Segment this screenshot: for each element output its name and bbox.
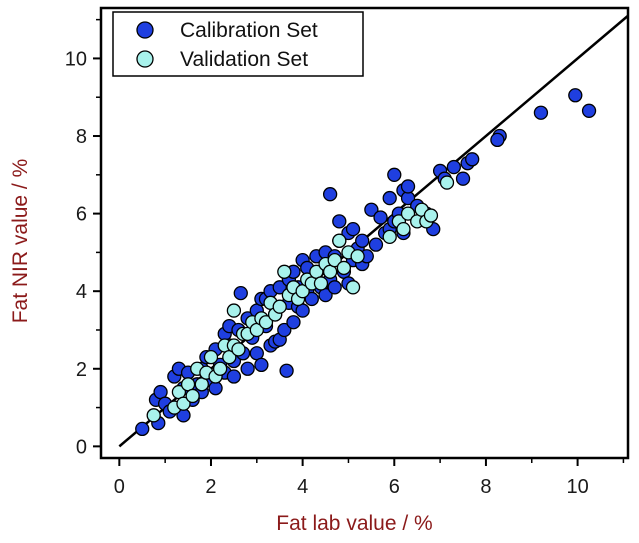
data-point bbox=[455, 171, 471, 186]
data-point bbox=[345, 280, 361, 295]
axes: 0 2 4 6 8 10 0 2 4 6 8 10 Fat lab value / % Fat NIR v… bbox=[9, 18, 625, 535]
data-point bbox=[581, 103, 597, 118]
data-point bbox=[350, 249, 365, 264]
data-point bbox=[277, 264, 292, 279]
data-point bbox=[233, 285, 248, 301]
legend-label: Calibration Set bbox=[180, 19, 318, 42]
data-point bbox=[277, 322, 292, 338]
plot-frame bbox=[99, 6, 630, 460]
y-axis-title: Fat NIR value / % bbox=[9, 159, 32, 324]
x-tick-label: 10 bbox=[566, 476, 588, 498]
x-tick-label: 8 bbox=[480, 476, 491, 498]
data-point bbox=[332, 214, 347, 229]
data-point bbox=[272, 299, 287, 314]
legend-marker bbox=[136, 50, 154, 68]
x-tick-label: 4 bbox=[297, 476, 308, 498]
data-point bbox=[423, 208, 439, 223]
data-point bbox=[446, 159, 462, 175]
series-validation bbox=[146, 175, 455, 423]
data-point bbox=[304, 291, 319, 307]
data-point bbox=[226, 369, 242, 384]
y-tick-label: 2 bbox=[76, 359, 87, 381]
data-point bbox=[387, 167, 402, 182]
data-point bbox=[231, 342, 246, 357]
data-points bbox=[135, 88, 597, 437]
data-point bbox=[465, 152, 480, 167]
x-tick-label: 0 bbox=[114, 476, 125, 498]
data-point bbox=[345, 221, 361, 237]
data-point bbox=[203, 349, 219, 365]
data-point bbox=[355, 233, 370, 248]
data-point bbox=[212, 361, 228, 376]
data-point bbox=[533, 105, 549, 120]
data-point bbox=[327, 253, 342, 268]
legend: Calibration Set Validation Set bbox=[112, 11, 364, 77]
data-point bbox=[286, 315, 301, 330]
data-point bbox=[146, 408, 161, 423]
legend-marker bbox=[136, 21, 154, 39]
data-point bbox=[254, 357, 269, 373]
y-tick-label: 0 bbox=[76, 436, 87, 458]
data-point bbox=[226, 303, 242, 318]
x-axis-title: Fat lab value / % bbox=[276, 512, 432, 535]
data-point bbox=[568, 88, 583, 103]
legend-label: Validation Set bbox=[180, 48, 308, 71]
data-point bbox=[272, 280, 287, 295]
data-point bbox=[322, 187, 338, 202]
data-point bbox=[240, 361, 255, 376]
data-point bbox=[373, 210, 388, 225]
data-point bbox=[279, 363, 294, 378]
data-point bbox=[382, 229, 397, 245]
y-tick-label: 6 bbox=[76, 204, 87, 226]
data-point bbox=[400, 179, 416, 194]
data-point bbox=[327, 280, 342, 295]
data-point bbox=[336, 260, 352, 276]
data-point bbox=[490, 132, 505, 148]
legend-box bbox=[112, 11, 364, 77]
data-point bbox=[400, 206, 416, 221]
data-point bbox=[185, 388, 200, 404]
data-point bbox=[176, 396, 191, 411]
data-point bbox=[396, 221, 411, 237]
data-point bbox=[364, 202, 379, 217]
y-tick-label: 4 bbox=[76, 281, 87, 303]
x-tick-label: 6 bbox=[389, 476, 400, 498]
data-point bbox=[439, 175, 455, 190]
x-tick-label: 2 bbox=[205, 476, 216, 498]
data-point bbox=[332, 233, 347, 248]
plot-frame-rect bbox=[99, 6, 630, 460]
y-tick-label: 10 bbox=[65, 48, 87, 70]
data-point bbox=[258, 315, 274, 330]
data-point bbox=[313, 276, 329, 291]
data-point bbox=[368, 237, 384, 252]
data-point bbox=[382, 190, 397, 206]
data-point bbox=[135, 421, 150, 437]
y-tick-label: 8 bbox=[76, 126, 87, 148]
